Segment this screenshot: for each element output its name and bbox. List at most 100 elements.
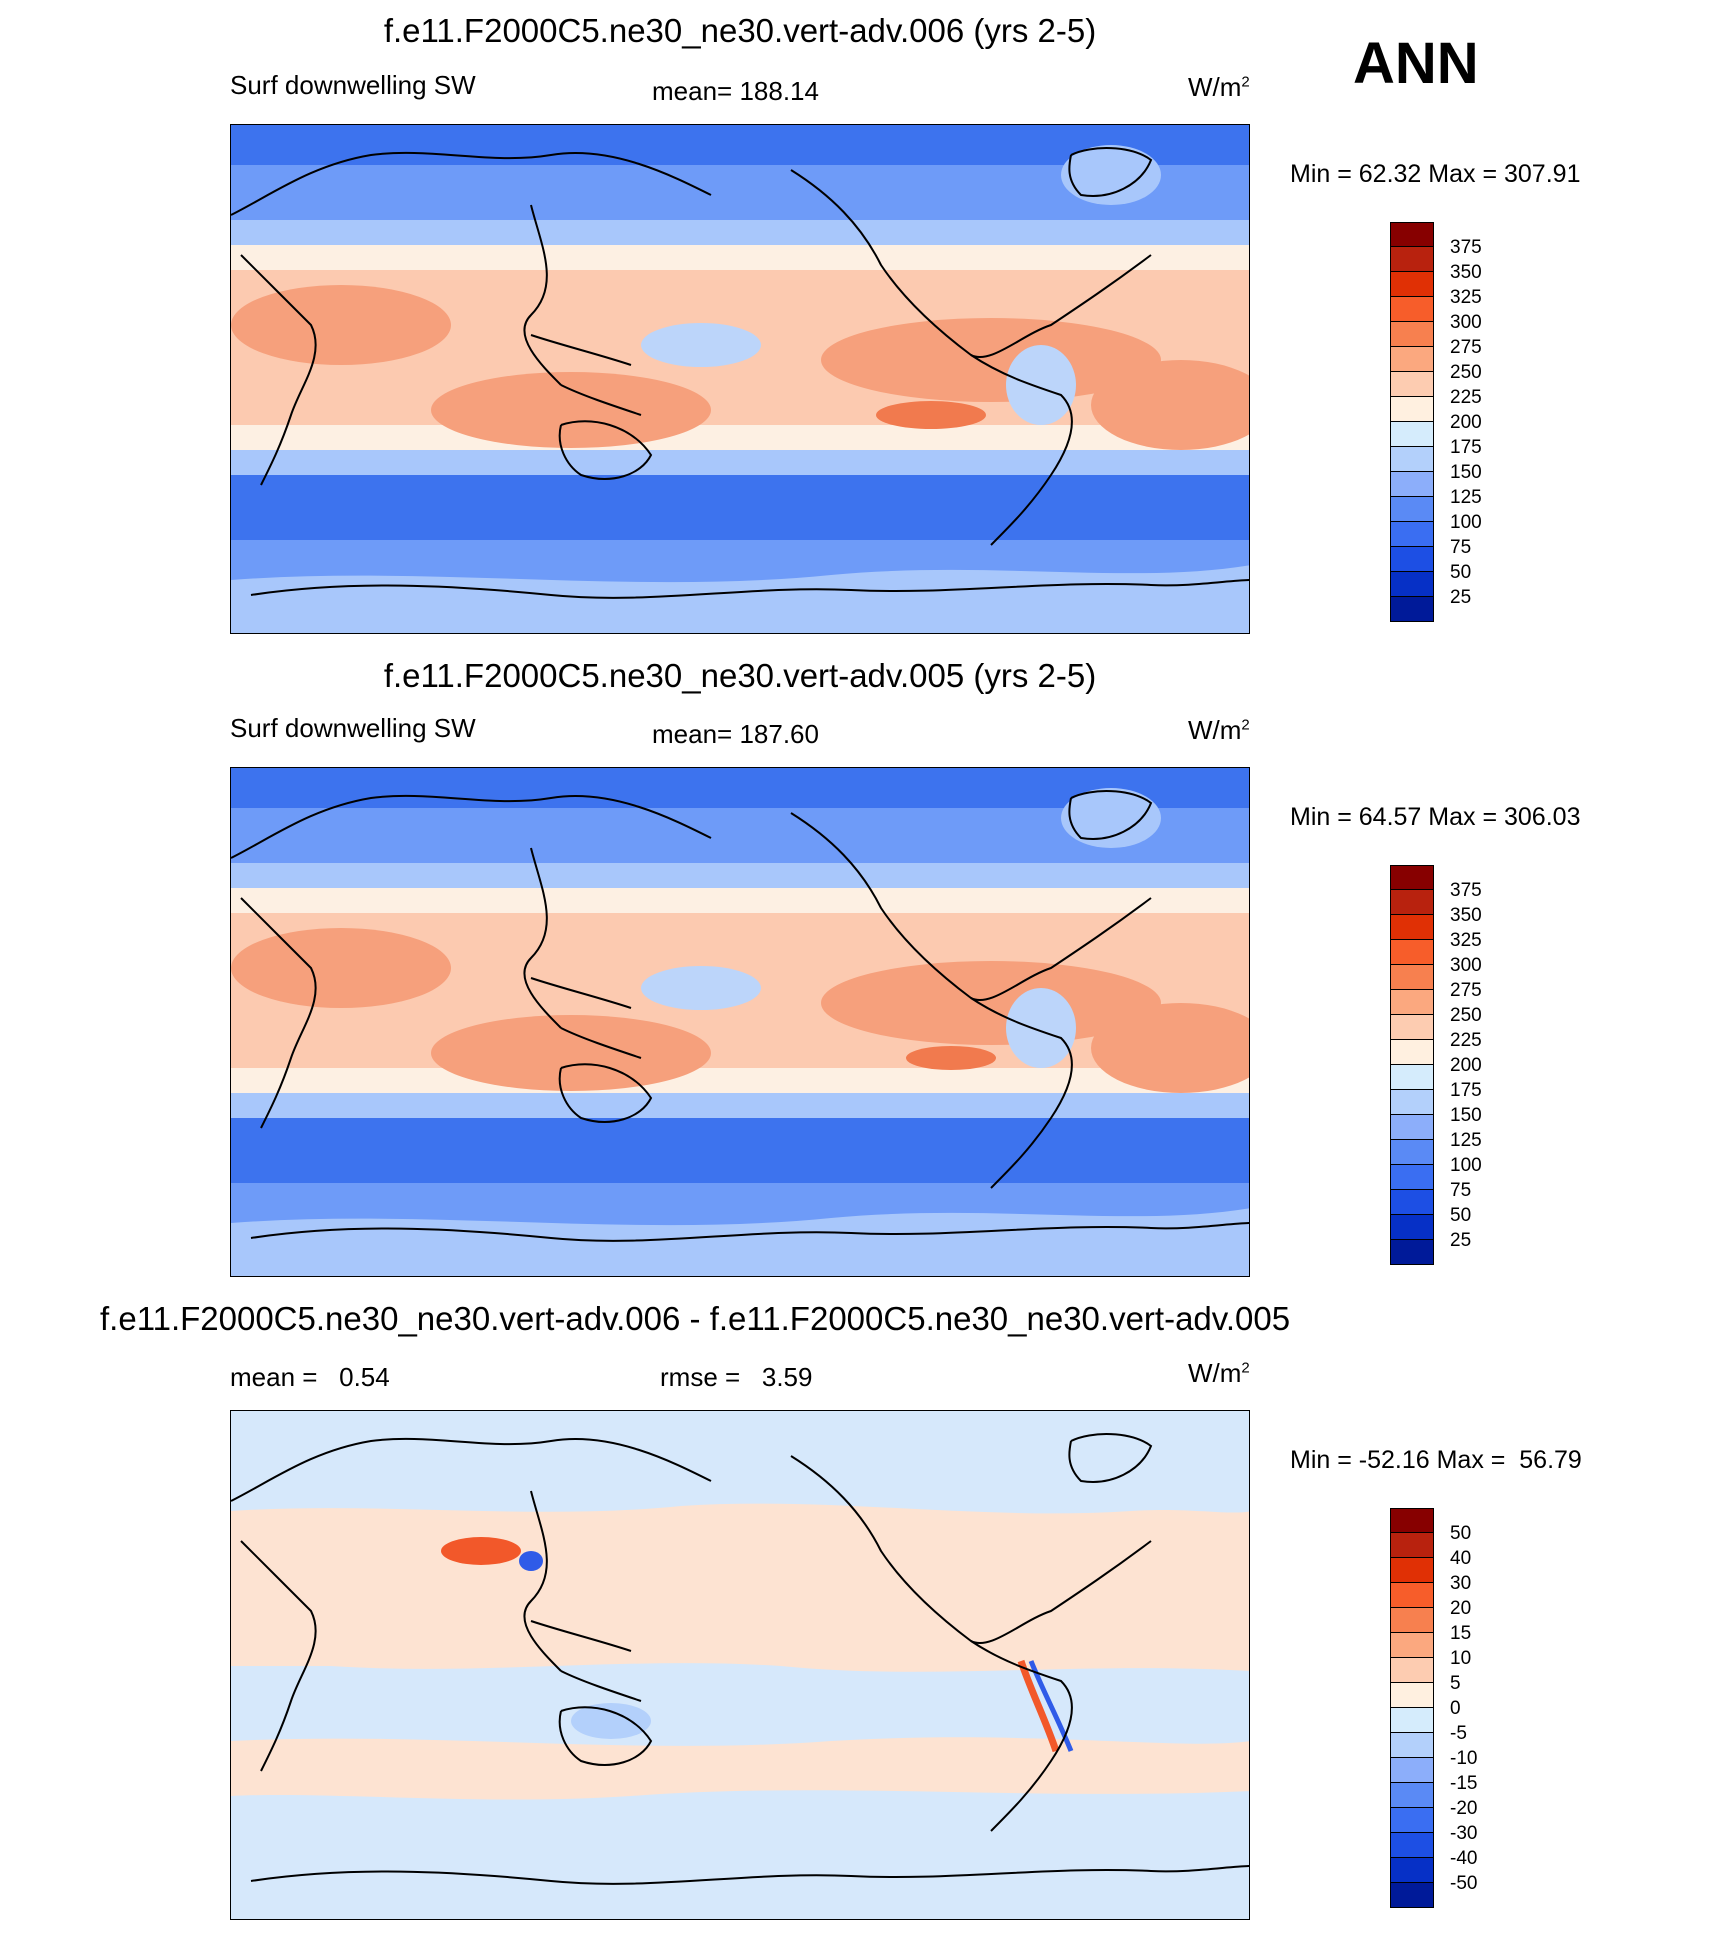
- colorbar-swatch: [1390, 1708, 1434, 1733]
- colorbar-label: 125: [1450, 487, 1482, 508]
- colorbar-label: 0: [1450, 1698, 1461, 1719]
- field-antarctica: [231, 1208, 1249, 1276]
- colorbar-label: 200: [1450, 1055, 1482, 1076]
- colorbar-swatch: [1390, 915, 1434, 940]
- diff-andes-pos: [1017, 1659, 1060, 1753]
- coast-greenland: [1068, 790, 1153, 840]
- panel-title-top: f.e11.F2000C5.ne30_ne30.vert-adv.006 (yr…: [383, 12, 1097, 49]
- colorbar-swatch: [1390, 272, 1434, 297]
- colorbar-swatch: [1390, 1215, 1434, 1240]
- colorbar-swatch: [1390, 940, 1434, 965]
- colorbar-label: 75: [1450, 1180, 1472, 1201]
- colorbar-label: 275: [1450, 337, 1482, 358]
- colorbar-swatch: [1390, 1040, 1434, 1065]
- colorbar-label: 300: [1450, 312, 1482, 333]
- colorbar-swatch: [1390, 1833, 1434, 1858]
- colorbar-swatch: [1390, 247, 1434, 272]
- colorbar-label: 75: [1450, 537, 1472, 558]
- field-midlat-south: [231, 1118, 1249, 1188]
- field-indian-ocean: [431, 372, 711, 448]
- colorbar-label: -15: [1450, 1773, 1478, 1794]
- colorbar-bottom: [1390, 1508, 1434, 1908]
- colorbar-label: 150: [1450, 1105, 1482, 1126]
- colorbar-swatch: [1390, 1658, 1434, 1683]
- colorbar-label: 250: [1450, 362, 1482, 383]
- colorbar-swatch: [1390, 1533, 1434, 1558]
- colorbar-label: 325: [1450, 287, 1482, 308]
- coast-greenland: [1068, 1433, 1153, 1483]
- coast-antarctica: [250, 579, 1249, 599]
- panel-rmse-bottom: rmse = 3.59: [660, 1362, 813, 1392]
- colorbar-swatch: [1390, 597, 1434, 622]
- coast-maritime: [530, 977, 642, 1059]
- colorbar-label: 50: [1450, 562, 1472, 583]
- coast-australia: [558, 1706, 653, 1766]
- colorbar-swatch: [1390, 572, 1434, 597]
- coast-greenland: [1068, 147, 1153, 197]
- coast-maritime: [530, 334, 642, 416]
- colorbar-swatch: [1390, 1240, 1434, 1265]
- colorbar-label: 200: [1450, 412, 1482, 433]
- coast-asia-east: [523, 847, 562, 1029]
- field-amazon: [1006, 988, 1076, 1068]
- colorbar-label: 175: [1450, 437, 1482, 458]
- coast-south-america: [970, 997, 1073, 1189]
- colorbar-label: 350: [1450, 262, 1482, 283]
- coast-australia: [558, 420, 653, 480]
- colorbar-swatch: [1390, 222, 1434, 247]
- panel-title-bottom: f.e11.F2000C5.ne30_ne30.vert-adv.006 - f…: [100, 1300, 1291, 1337]
- coast-australia: [558, 1063, 653, 1123]
- field-greenland: [1061, 145, 1161, 205]
- panel-unit-top: W/m2: [1188, 72, 1250, 102]
- diff-australia-neg: [571, 1703, 651, 1739]
- season-label: ANN: [1353, 31, 1479, 96]
- panel-mean-middle: mean= 187.60: [652, 719, 819, 749]
- coast-north-america: [790, 169, 1152, 358]
- colorbar-label: 15: [1450, 1623, 1472, 1644]
- colorbar-swatch: [1390, 1190, 1434, 1215]
- colorbar-swatch: [1390, 1758, 1434, 1783]
- panel-unit-bottom: W/m2: [1188, 1358, 1250, 1388]
- panel-left-label-middle: Surf downwelling SW: [230, 713, 476, 743]
- coastlines: [231, 790, 1249, 1242]
- colorbar-swatch: [1390, 1115, 1434, 1140]
- colorbar-label: 125: [1450, 1130, 1482, 1151]
- colorbar-swatch: [1390, 522, 1434, 547]
- field-atlantic-high: [1091, 1003, 1249, 1093]
- colorbar-swatch: [1390, 297, 1434, 322]
- colorbar-swatch: [1390, 1140, 1434, 1165]
- panel-minmax-bottom: Min = -52.16 Max = 56.79: [1290, 1446, 1582, 1474]
- colorbar-swatch: [1390, 1583, 1434, 1608]
- colorbar-label: 250: [1450, 1005, 1482, 1026]
- colorbar-swatch: [1390, 397, 1434, 422]
- coast-south-america: [970, 1640, 1073, 1832]
- colorbar-label: 275: [1450, 980, 1482, 1001]
- colorbar-swatch: [1390, 447, 1434, 472]
- coast-africa: [240, 897, 317, 1129]
- colorbar-swatch: [1390, 1858, 1434, 1883]
- colorbar-swatch: [1390, 1783, 1434, 1808]
- field-pacific-high: [821, 961, 1161, 1045]
- colorbar-swatch: [1390, 1558, 1434, 1583]
- coast-asia-east: [523, 204, 562, 386]
- colorbar-swatch: [1390, 990, 1434, 1015]
- coast-eurasia-north: [231, 794, 712, 859]
- map-top: [230, 124, 1250, 634]
- colorbar-swatch: [1390, 1633, 1434, 1658]
- panel-minmax-top: Min = 62.32 Max = 307.91: [1290, 160, 1581, 188]
- colorbar-swatch: [1390, 1015, 1434, 1040]
- colorbar-swatch: [1390, 1883, 1434, 1908]
- coast-asia-east: [523, 1490, 562, 1672]
- colorbar-label: 300: [1450, 955, 1482, 976]
- diff-tibet-pos: [441, 1537, 521, 1565]
- colorbar-label: 375: [1450, 880, 1482, 901]
- colorbar-swatch: [1390, 547, 1434, 572]
- colorbar-swatch: [1390, 1165, 1434, 1190]
- coast-antarctica: [250, 1222, 1249, 1242]
- field-amazon: [1006, 345, 1076, 425]
- coast-eurasia-north: [231, 1437, 712, 1502]
- colorbar-swatch: [1390, 965, 1434, 990]
- field-antarctica: [231, 565, 1249, 633]
- colorbar-label: -40: [1450, 1848, 1478, 1869]
- panel-mean-top: mean= 188.14: [652, 76, 819, 106]
